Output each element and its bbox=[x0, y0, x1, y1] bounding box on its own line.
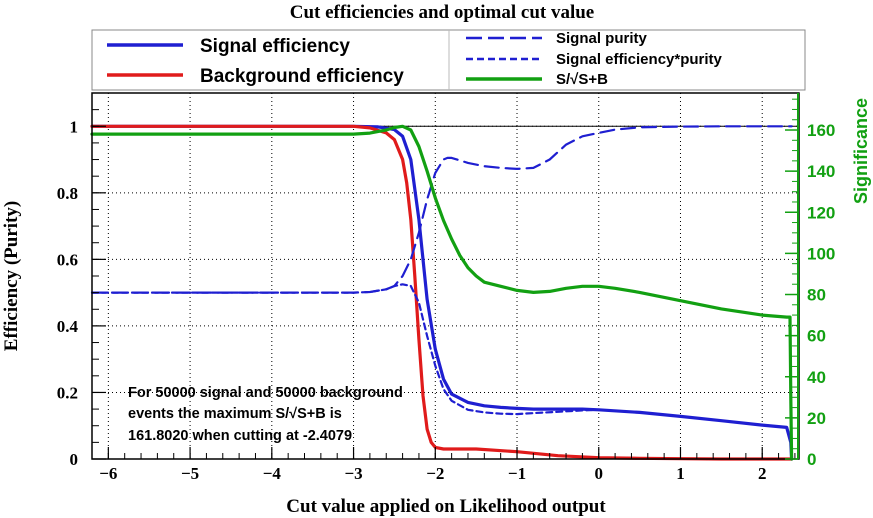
y-axis-right: 0 20 40 60 80 100 120 140 160 bbox=[785, 93, 835, 469]
x-tick-label-6: 0 bbox=[595, 464, 604, 483]
annotation-line-3: 161.8020 when cutting at -2.4079 bbox=[128, 428, 352, 444]
x-tick-label-3: −3 bbox=[344, 464, 362, 483]
x-tick-label-8: 2 bbox=[758, 464, 767, 483]
y-tick-label-2: 0.4 bbox=[57, 317, 79, 336]
y2-axis-label: Significance bbox=[851, 98, 871, 204]
x-tick-label-4: −2 bbox=[426, 464, 444, 483]
series-line-signal-purity bbox=[90, 125, 793, 294]
legend-label-signal-purity: Signal purity bbox=[556, 30, 648, 47]
legend: Signal efficiency Background efficiency … bbox=[91, 29, 806, 91]
grid-lines bbox=[92, 93, 799, 460]
x-tick-label-5: −1 bbox=[508, 464, 526, 483]
series-line-s-s-b bbox=[90, 124, 794, 461]
x-tick-label-7: 1 bbox=[676, 464, 685, 483]
x-tick-label-2: −4 bbox=[263, 464, 282, 483]
annotation-line-2: events the maximum S/√S+B is bbox=[128, 406, 342, 422]
optimal-cut-annotation: For 50000 signal and 50000 background ev… bbox=[128, 385, 403, 444]
plot-frame bbox=[91, 92, 800, 460]
legend-label-efficiency-purity: Signal efficiency*purity bbox=[556, 51, 723, 68]
y2-tick-label-2: 40 bbox=[807, 368, 826, 387]
x-tick-label-1: −5 bbox=[181, 464, 199, 483]
y2-tick-label-1: 20 bbox=[807, 409, 826, 428]
x-axis-label: Cut value applied on Likelihood output bbox=[286, 496, 606, 517]
y2-tick-label-3: 60 bbox=[807, 327, 826, 346]
y2-tick-label-7: 140 bbox=[807, 162, 835, 181]
y-tick-label-5: 1 bbox=[70, 117, 79, 136]
y-tick-label-1: 0.2 bbox=[57, 383, 78, 402]
y2-tick-label-0: 0 bbox=[807, 450, 816, 469]
y-tick-label-0: 0 bbox=[70, 450, 79, 469]
series-line-signal-efficiency bbox=[90, 124, 794, 461]
y-tick-label-3: 0.6 bbox=[57, 250, 78, 269]
y-axis-label: Efficiency (Purity) bbox=[1, 201, 22, 351]
legend-label-signal-efficiency: Signal efficiency bbox=[200, 36, 350, 57]
series-line-signal-efficiency-purity bbox=[90, 283, 793, 461]
legend-label-significance: S/√S+B bbox=[556, 71, 608, 88]
annotation-line-1: For 50000 signal and 50000 background bbox=[128, 385, 403, 401]
y-tick-label-4: 0.8 bbox=[57, 184, 78, 203]
chart-title: Cut efficiencies and optimal cut value bbox=[290, 2, 595, 23]
x-tick-label-0: −6 bbox=[99, 464, 117, 483]
y2-tick-label-6: 120 bbox=[807, 203, 835, 222]
legend-label-background-efficiency: Background efficiency bbox=[200, 66, 404, 87]
y2-tick-label-8: 160 bbox=[807, 121, 835, 140]
x-axis: −6 −5 −4 −3 −2 −1 0 1 2 bbox=[91, 447, 796, 483]
y-axis-left: 0 0.2 0.4 0.6 0.8 1 bbox=[57, 92, 106, 469]
y2-tick-label-4: 80 bbox=[807, 286, 826, 305]
y2-tick-label-5: 100 bbox=[807, 244, 835, 263]
